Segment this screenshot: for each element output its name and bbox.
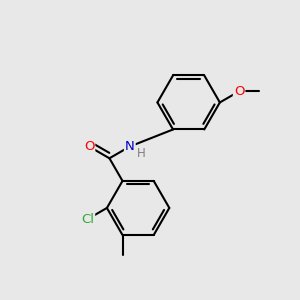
Text: O: O <box>234 85 244 98</box>
Text: Cl: Cl <box>81 213 94 226</box>
Text: O: O <box>84 140 94 153</box>
Text: N: N <box>125 140 135 153</box>
Text: H: H <box>137 147 146 161</box>
